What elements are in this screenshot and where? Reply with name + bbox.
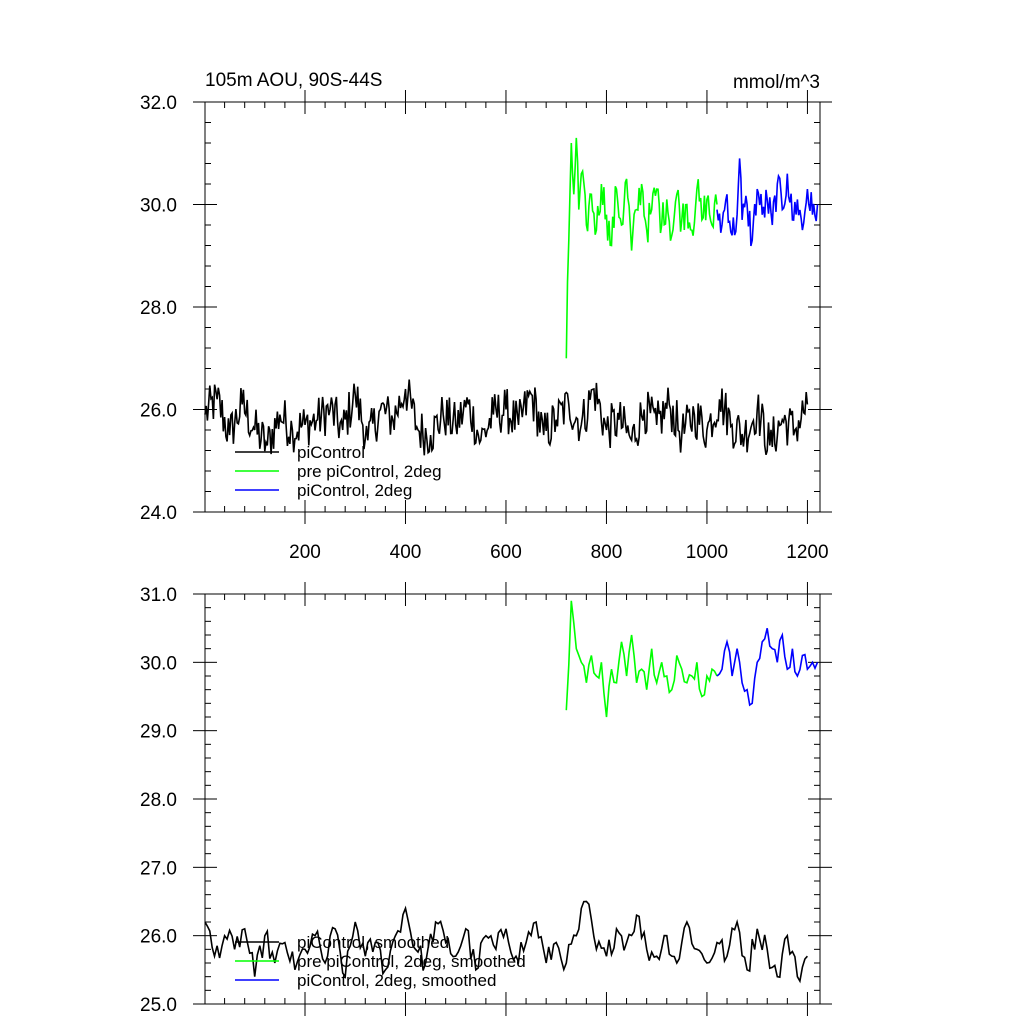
series-line-1 [204,900,808,984]
y-tick-label: 26.0 [140,927,177,948]
y-tick-label: 30.0 [140,196,177,217]
legend-label: piControl, smoothed [297,933,449,952]
legend-label: pre piControl, 2deg [297,462,442,481]
x-tick-label: 400 [390,542,422,563]
top-panel: 200 400 600 800 1000 1200 24.0 26.0 28.0 30.0 32.0… [140,70,832,563]
y-tick-label: 29.0 [140,722,177,743]
y-tick-label: 30.0 [140,653,177,674]
y-tick-label: 32.0 [140,93,177,114]
y-tick-label: 27.0 [140,858,177,879]
units-label: mmol/m^3 [733,72,820,93]
y-tick-label: 31.0 [140,585,177,606]
legend-label: piControl [297,443,365,462]
legend-label: piControl, 2deg [297,481,412,500]
x-tick-label: 1200 [786,542,828,563]
legend-label: piControl, 2deg, smoothed [297,971,496,990]
bottom-panel: 25.0 26.0 27.0 28.0 29.0 30.0 31.0 piControl, s… [140,582,832,1016]
series-line-3 [716,628,819,707]
x-tick-label: 800 [591,542,623,563]
y-tick-label: 24.0 [140,503,177,524]
x-tick-label: 200 [289,542,321,563]
y-tick-label: 25.0 [140,995,177,1016]
y-tick-label: 28.0 [140,790,177,811]
legend-label: pre piControl, 2deg, smoothed [297,952,526,971]
y-tick-label: 26.0 [140,401,177,422]
x-tick-label: 1000 [686,542,728,563]
chart-title: 105m AOU, 90S-44S [205,70,382,91]
x-tick-label: 600 [490,542,522,563]
series-line-2 [565,600,718,718]
series-line-1 [204,379,809,456]
series-line-2 [565,137,718,359]
series-line-3 [716,158,819,247]
y-tick-label: 28.0 [140,298,177,319]
